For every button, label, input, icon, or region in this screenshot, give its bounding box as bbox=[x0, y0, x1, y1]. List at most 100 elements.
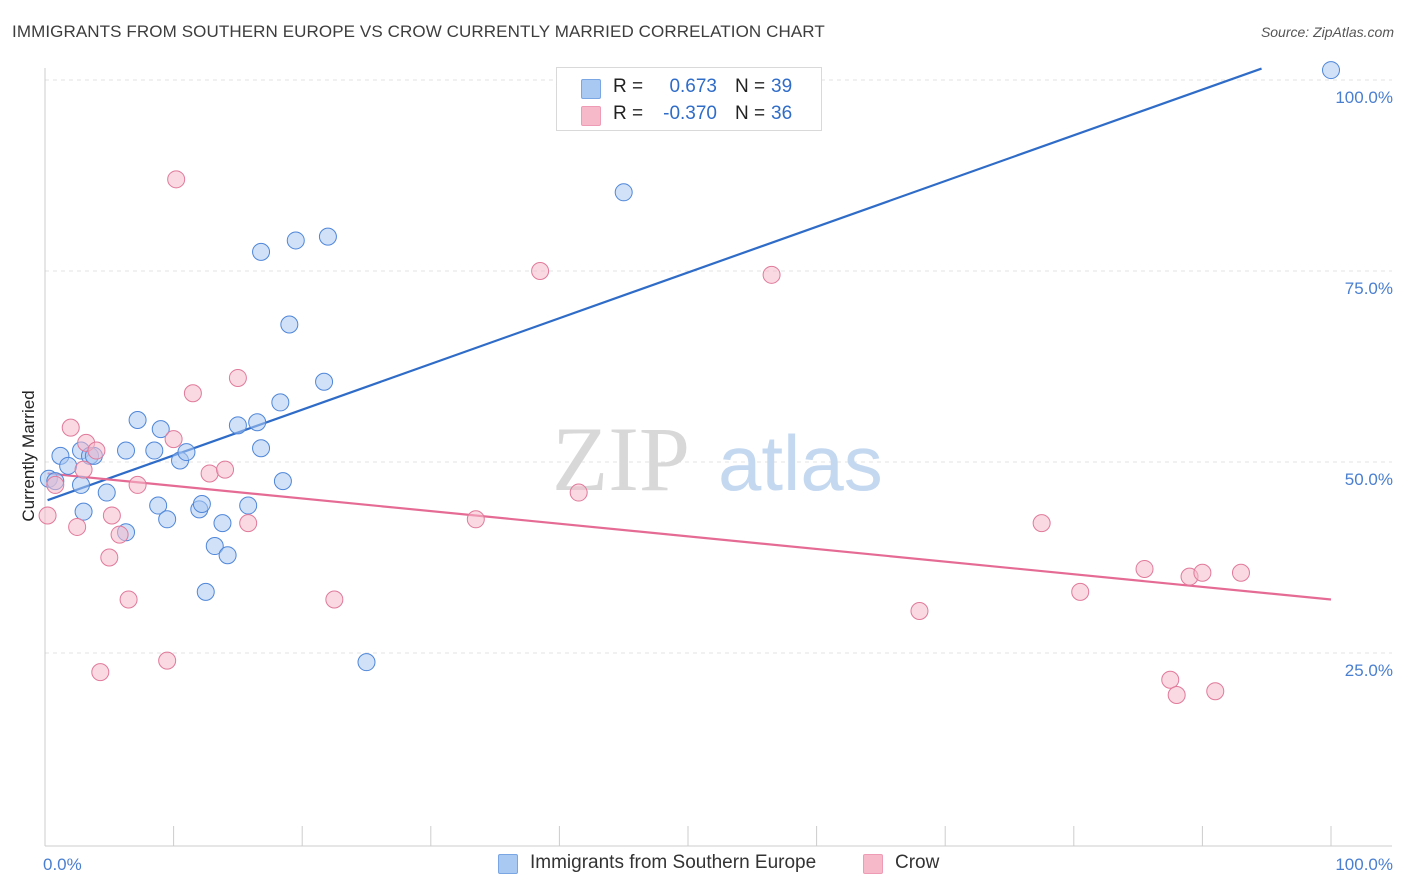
trend-lines bbox=[47, 67, 1332, 601]
point-crow[interactable] bbox=[91, 663, 110, 682]
legend-r-value: -0.370 bbox=[663, 103, 717, 124]
point-immigrants[interactable] bbox=[280, 315, 299, 334]
point-immigrants[interactable] bbox=[239, 496, 258, 515]
legend-row-immigrants: R = 0.673 N = 39 bbox=[557, 74, 821, 102]
point-crow[interactable] bbox=[325, 590, 344, 609]
point-crow[interactable] bbox=[1167, 686, 1186, 705]
point-immigrants[interactable] bbox=[149, 496, 168, 515]
gridlines bbox=[45, 79, 1392, 654]
point-crow[interactable] bbox=[68, 517, 87, 536]
point-crow[interactable] bbox=[38, 506, 57, 525]
point-crow[interactable] bbox=[910, 601, 929, 620]
point-crow[interactable] bbox=[87, 441, 106, 460]
point-immigrants[interactable] bbox=[205, 537, 224, 556]
point-crow[interactable] bbox=[216, 460, 235, 479]
point-crow[interactable] bbox=[128, 475, 147, 494]
legend-n-value: 36 bbox=[771, 103, 793, 124]
legend-swatch-crow bbox=[581, 106, 601, 126]
y-tick-label: 25.0% bbox=[1345, 661, 1393, 680]
point-crow[interactable] bbox=[110, 525, 129, 544]
legend-swatch-immigrants bbox=[581, 79, 601, 99]
point-immigrants[interactable] bbox=[248, 413, 267, 432]
point-crow[interactable] bbox=[569, 483, 588, 502]
point-crow[interactable] bbox=[1032, 514, 1051, 533]
legend-n-label: N = bbox=[735, 103, 766, 124]
point-immigrants[interactable] bbox=[315, 372, 334, 391]
x-tick-label: 100.0% bbox=[1335, 855, 1393, 874]
y-tick-label: 75.0% bbox=[1345, 279, 1393, 298]
y-axis-label: Currently Married bbox=[19, 390, 38, 521]
point-crow[interactable] bbox=[102, 506, 121, 525]
point-crow[interactable] bbox=[46, 475, 65, 494]
point-immigrants[interactable] bbox=[177, 443, 196, 462]
point-crow[interactable] bbox=[119, 590, 138, 609]
legend-n-value: 39 bbox=[771, 76, 793, 97]
point-crow[interactable] bbox=[1071, 582, 1090, 601]
legend-r-label: R = bbox=[613, 76, 644, 97]
point-immigrants[interactable] bbox=[74, 502, 93, 521]
trend-line-crow bbox=[47, 472, 1332, 601]
point-immigrants[interactable] bbox=[357, 653, 376, 672]
watermark: ZIP atlas bbox=[552, 408, 883, 510]
point-crow[interactable] bbox=[183, 384, 202, 403]
point-immigrants[interactable] bbox=[252, 439, 271, 458]
legend-r-value: 0.673 bbox=[669, 76, 717, 97]
legend-row-crow: R = -0.370 N = 36 bbox=[557, 101, 821, 129]
tick-labels: 25.0% 50.0% 75.0% 100.0% 0.0% 100.0% bbox=[43, 88, 1393, 874]
point-immigrants[interactable] bbox=[614, 183, 633, 202]
axes bbox=[44, 68, 1392, 847]
point-immigrants[interactable] bbox=[252, 242, 271, 261]
point-immigrants[interactable] bbox=[271, 393, 290, 412]
point-immigrants[interactable] bbox=[228, 416, 247, 435]
point-crow[interactable] bbox=[61, 418, 80, 437]
point-immigrants[interactable] bbox=[117, 441, 136, 460]
point-immigrants[interactable] bbox=[158, 510, 177, 529]
point-crow[interactable] bbox=[762, 265, 781, 284]
bottom-legend-label-immigrants: Immigrants from Southern Europe bbox=[530, 852, 817, 873]
point-crow[interactable] bbox=[228, 368, 247, 387]
y-tick-label: 100.0% bbox=[1335, 88, 1393, 107]
point-crow[interactable] bbox=[1135, 559, 1154, 578]
point-immigrants[interactable] bbox=[196, 582, 215, 601]
point-crow[interactable] bbox=[1206, 682, 1225, 701]
x-tick-label: 0.0% bbox=[43, 855, 82, 874]
point-immigrants[interactable] bbox=[1322, 61, 1340, 80]
point-immigrants[interactable] bbox=[128, 410, 147, 429]
watermark-atlas: atlas bbox=[718, 419, 883, 507]
correlation-legend: R = 0.673 N = 39 R = -0.370 N = 36 bbox=[556, 67, 822, 131]
legend-n-label: N = bbox=[735, 76, 766, 97]
point-crow[interactable] bbox=[466, 510, 485, 529]
point-crow[interactable] bbox=[158, 651, 177, 670]
point-immigrants[interactable] bbox=[72, 475, 91, 494]
legend-r-label: R = bbox=[613, 103, 644, 124]
point-immigrants[interactable] bbox=[213, 514, 232, 533]
point-crow[interactable] bbox=[100, 548, 119, 567]
point-crow[interactable] bbox=[531, 262, 550, 280]
chart-title: IMMIGRANTS FROM SOUTHERN EUROPE VS CROW … bbox=[12, 22, 825, 41]
point-crow[interactable] bbox=[200, 464, 219, 483]
point-crow[interactable] bbox=[164, 430, 183, 449]
bottom-legend-swatch-immigrants bbox=[498, 854, 518, 874]
data-points bbox=[38, 61, 1340, 705]
point-immigrants[interactable] bbox=[318, 227, 337, 246]
bottom-legend-label-crow: Crow bbox=[895, 852, 940, 873]
point-immigrants[interactable] bbox=[97, 483, 116, 502]
trend-line-immigrants bbox=[47, 67, 1262, 502]
point-crow[interactable] bbox=[1193, 563, 1212, 582]
point-crow[interactable] bbox=[1231, 563, 1250, 582]
y-tick-label: 50.0% bbox=[1345, 470, 1393, 489]
point-immigrants[interactable] bbox=[286, 231, 305, 250]
point-crow[interactable] bbox=[167, 170, 186, 189]
bottom-legend-swatch-crow bbox=[863, 854, 883, 874]
point-immigrants[interactable] bbox=[218, 546, 237, 565]
point-crow[interactable] bbox=[74, 460, 93, 479]
point-immigrants[interactable] bbox=[192, 495, 211, 514]
point-immigrants[interactable] bbox=[145, 441, 164, 460]
point-crow[interactable] bbox=[1161, 670, 1180, 689]
point-immigrants[interactable] bbox=[151, 420, 170, 439]
point-immigrants[interactable] bbox=[59, 456, 78, 475]
source-label: Source: ZipAtlas.com bbox=[1260, 24, 1394, 40]
point-crow[interactable] bbox=[239, 514, 258, 533]
point-immigrants[interactable] bbox=[273, 472, 292, 491]
